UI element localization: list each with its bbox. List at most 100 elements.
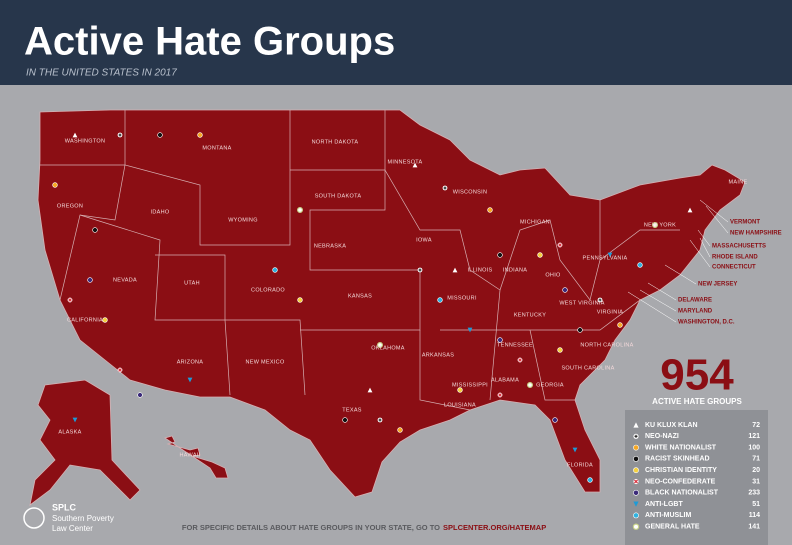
legend-name: RACIST SKINHEAD xyxy=(645,456,710,463)
hawaii xyxy=(164,435,229,479)
legend-name: WHITE NATIONALIST xyxy=(645,444,717,451)
state-label: MONTANA xyxy=(202,145,231,151)
state-label: PENNSYLVANIA xyxy=(583,255,628,261)
state-label: IDAHO xyxy=(151,209,170,215)
legend-count: 71 xyxy=(752,456,760,463)
state-label: OREGON xyxy=(57,203,83,209)
callout-label: VERMONT xyxy=(730,220,760,226)
state-label: IOWA xyxy=(416,237,432,243)
state-label: ARKANSAS xyxy=(422,352,454,358)
callout-label: DELAWARE xyxy=(678,298,712,304)
symbol xyxy=(651,222,658,229)
state-label: WYOMING xyxy=(228,217,258,223)
state-label: VIRGINIA xyxy=(597,309,624,315)
callout-line xyxy=(689,239,711,268)
state-label: ARIZONA xyxy=(177,359,204,365)
symbol xyxy=(52,182,58,188)
symbol xyxy=(118,133,122,137)
symbol xyxy=(378,418,382,422)
symbol xyxy=(633,455,639,462)
callout-label: NEW JERSEY xyxy=(698,282,737,288)
callout-label: CONNECTICUT xyxy=(712,265,756,271)
legend-count: 100 xyxy=(748,444,760,451)
alaska xyxy=(29,379,141,506)
legend-name: BLACK NATIONALIST xyxy=(645,490,719,497)
legend-name: NEO-CONFEDERATE xyxy=(645,478,716,485)
symbol xyxy=(68,298,72,302)
legend-count: 72 xyxy=(752,422,760,429)
footer-link[interactable]: SPLCENTER.ORG/HATEMAP xyxy=(443,523,546,532)
symbol xyxy=(437,297,443,303)
callout-label: MASSACHUSETTS xyxy=(712,244,766,250)
state-label: INDIANA xyxy=(503,267,527,273)
symbol xyxy=(118,368,122,372)
symbol xyxy=(497,337,503,343)
symbol xyxy=(552,417,558,423)
symbol xyxy=(367,387,373,393)
symbol xyxy=(418,268,422,272)
logo-name: SPLC xyxy=(52,502,77,512)
state-label: HAWAII xyxy=(180,452,201,458)
symbol xyxy=(272,267,278,273)
total-label: ACTIVE HATE GROUPS xyxy=(652,397,742,406)
callout-line xyxy=(699,199,729,223)
header-band xyxy=(0,0,792,85)
state-label: SOUTH DAKOTA xyxy=(315,193,362,199)
symbol xyxy=(518,358,522,362)
callout-line xyxy=(639,289,677,312)
state-label: MICHIGAN xyxy=(520,219,550,225)
symbol xyxy=(617,322,623,328)
symbol xyxy=(443,186,447,190)
symbol xyxy=(457,387,463,393)
state-label: ILLINOIS xyxy=(467,267,492,273)
symbol xyxy=(452,267,458,273)
symbol xyxy=(197,132,203,138)
symbol xyxy=(632,523,640,530)
state-label: ALABAMA xyxy=(491,377,519,383)
legend-name: KU KLUX KLAN xyxy=(645,422,698,429)
state-label: LOUISIANA xyxy=(444,402,476,408)
state-label: WEST VIRGINIA xyxy=(559,300,604,306)
footer-text: FOR SPECIFIC DETAILS ABOUT HATE GROUPS I… xyxy=(182,523,440,532)
symbol xyxy=(557,347,563,353)
symbol xyxy=(572,447,578,453)
symbol xyxy=(633,422,639,428)
legend-count: 141 xyxy=(748,524,760,531)
callout-line xyxy=(627,291,677,323)
symbol xyxy=(342,417,348,423)
state-label: NEW YORK xyxy=(644,222,676,228)
state-label: OHIO xyxy=(545,272,561,278)
state-label: KANSAS xyxy=(348,293,372,299)
legend-count: 114 xyxy=(749,512,760,519)
total-value: 954 xyxy=(660,351,734,400)
logo-line: Law Center xyxy=(52,524,93,533)
group-markers xyxy=(52,132,693,483)
symbol xyxy=(587,477,593,483)
legend-count: 51 xyxy=(752,501,760,508)
legend-name: CHRISTIAN IDENTITY xyxy=(645,467,717,474)
logo-mark xyxy=(23,507,45,529)
state-label: TEXAS xyxy=(342,407,362,413)
legend-count: 20 xyxy=(752,467,760,474)
symbol xyxy=(633,512,639,519)
symbol xyxy=(102,317,108,323)
legend-count: 121 xyxy=(748,433,760,440)
state-label: WASHINGTON xyxy=(65,138,106,144)
callout-line xyxy=(697,229,711,247)
symbol xyxy=(157,132,163,138)
callouts: VERMONT NEW HAMPSHIRE MASSACHUSETTS RHODE I… xyxy=(627,199,782,326)
legend-name: ANTI-LGBT xyxy=(645,501,683,508)
symbol xyxy=(72,417,78,423)
subtitle: IN THE UNITED STATES IN 2017 xyxy=(26,68,177,79)
legend-name: GENERAL HATE xyxy=(645,524,700,531)
symbol xyxy=(487,207,493,213)
symbol xyxy=(562,287,568,293)
state-label: MISSISSIPPI xyxy=(452,382,488,388)
state-label: TENNESSEE xyxy=(497,342,533,348)
callout-line xyxy=(699,237,711,258)
symbol xyxy=(634,434,638,438)
state-label: WISCONSIN xyxy=(453,189,487,195)
legend-name: ANTI-MUSLIM xyxy=(645,512,691,519)
state-label: NORTH DAKOTA xyxy=(312,139,359,145)
